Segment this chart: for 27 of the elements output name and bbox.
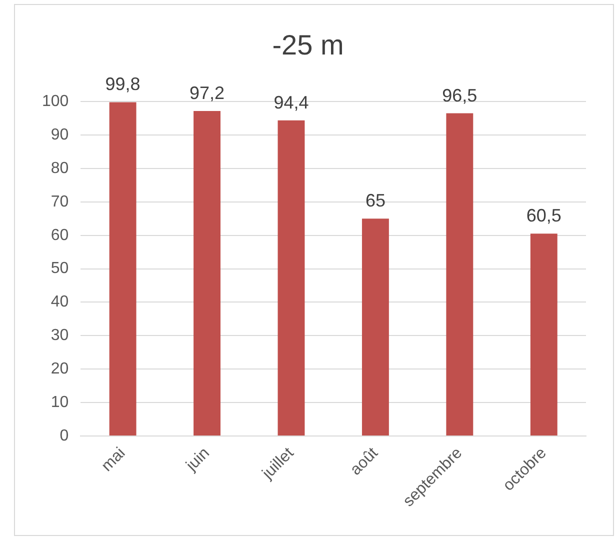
y-tick-label: 100: [42, 93, 69, 110]
y-tick-label: 80: [50, 160, 69, 177]
bar: [109, 102, 136, 436]
bar: [446, 113, 474, 436]
bar: [278, 120, 305, 436]
y-tick-label: 90: [50, 126, 69, 144]
x-tick-label: août: [347, 444, 382, 479]
data-label: 99,8: [105, 74, 140, 94]
data-label: 60,5: [526, 206, 562, 226]
data-label: 96,5: [442, 85, 478, 106]
x-tick-label: juin: [182, 444, 213, 476]
chart-title: -25 m: [272, 30, 344, 61]
y-tick-label: 60: [50, 226, 69, 244]
bar: [194, 110, 220, 436]
y-tick-label: 50: [50, 260, 69, 278]
y-tick-label: 0: [60, 427, 69, 444]
y-tick-label: 40: [50, 294, 69, 311]
x-tick-label: mai: [98, 444, 129, 475]
bar: [530, 234, 558, 436]
data-label: 65: [365, 190, 386, 211]
data-label: 97,2: [190, 82, 225, 103]
y-tick-label: 10: [50, 394, 69, 411]
y-tick-label: 30: [50, 327, 69, 344]
bar: [362, 218, 389, 436]
y-tick-label: 20: [50, 360, 69, 378]
y-tick-label: 70: [50, 193, 69, 210]
data-label: 94,4: [274, 92, 309, 112]
